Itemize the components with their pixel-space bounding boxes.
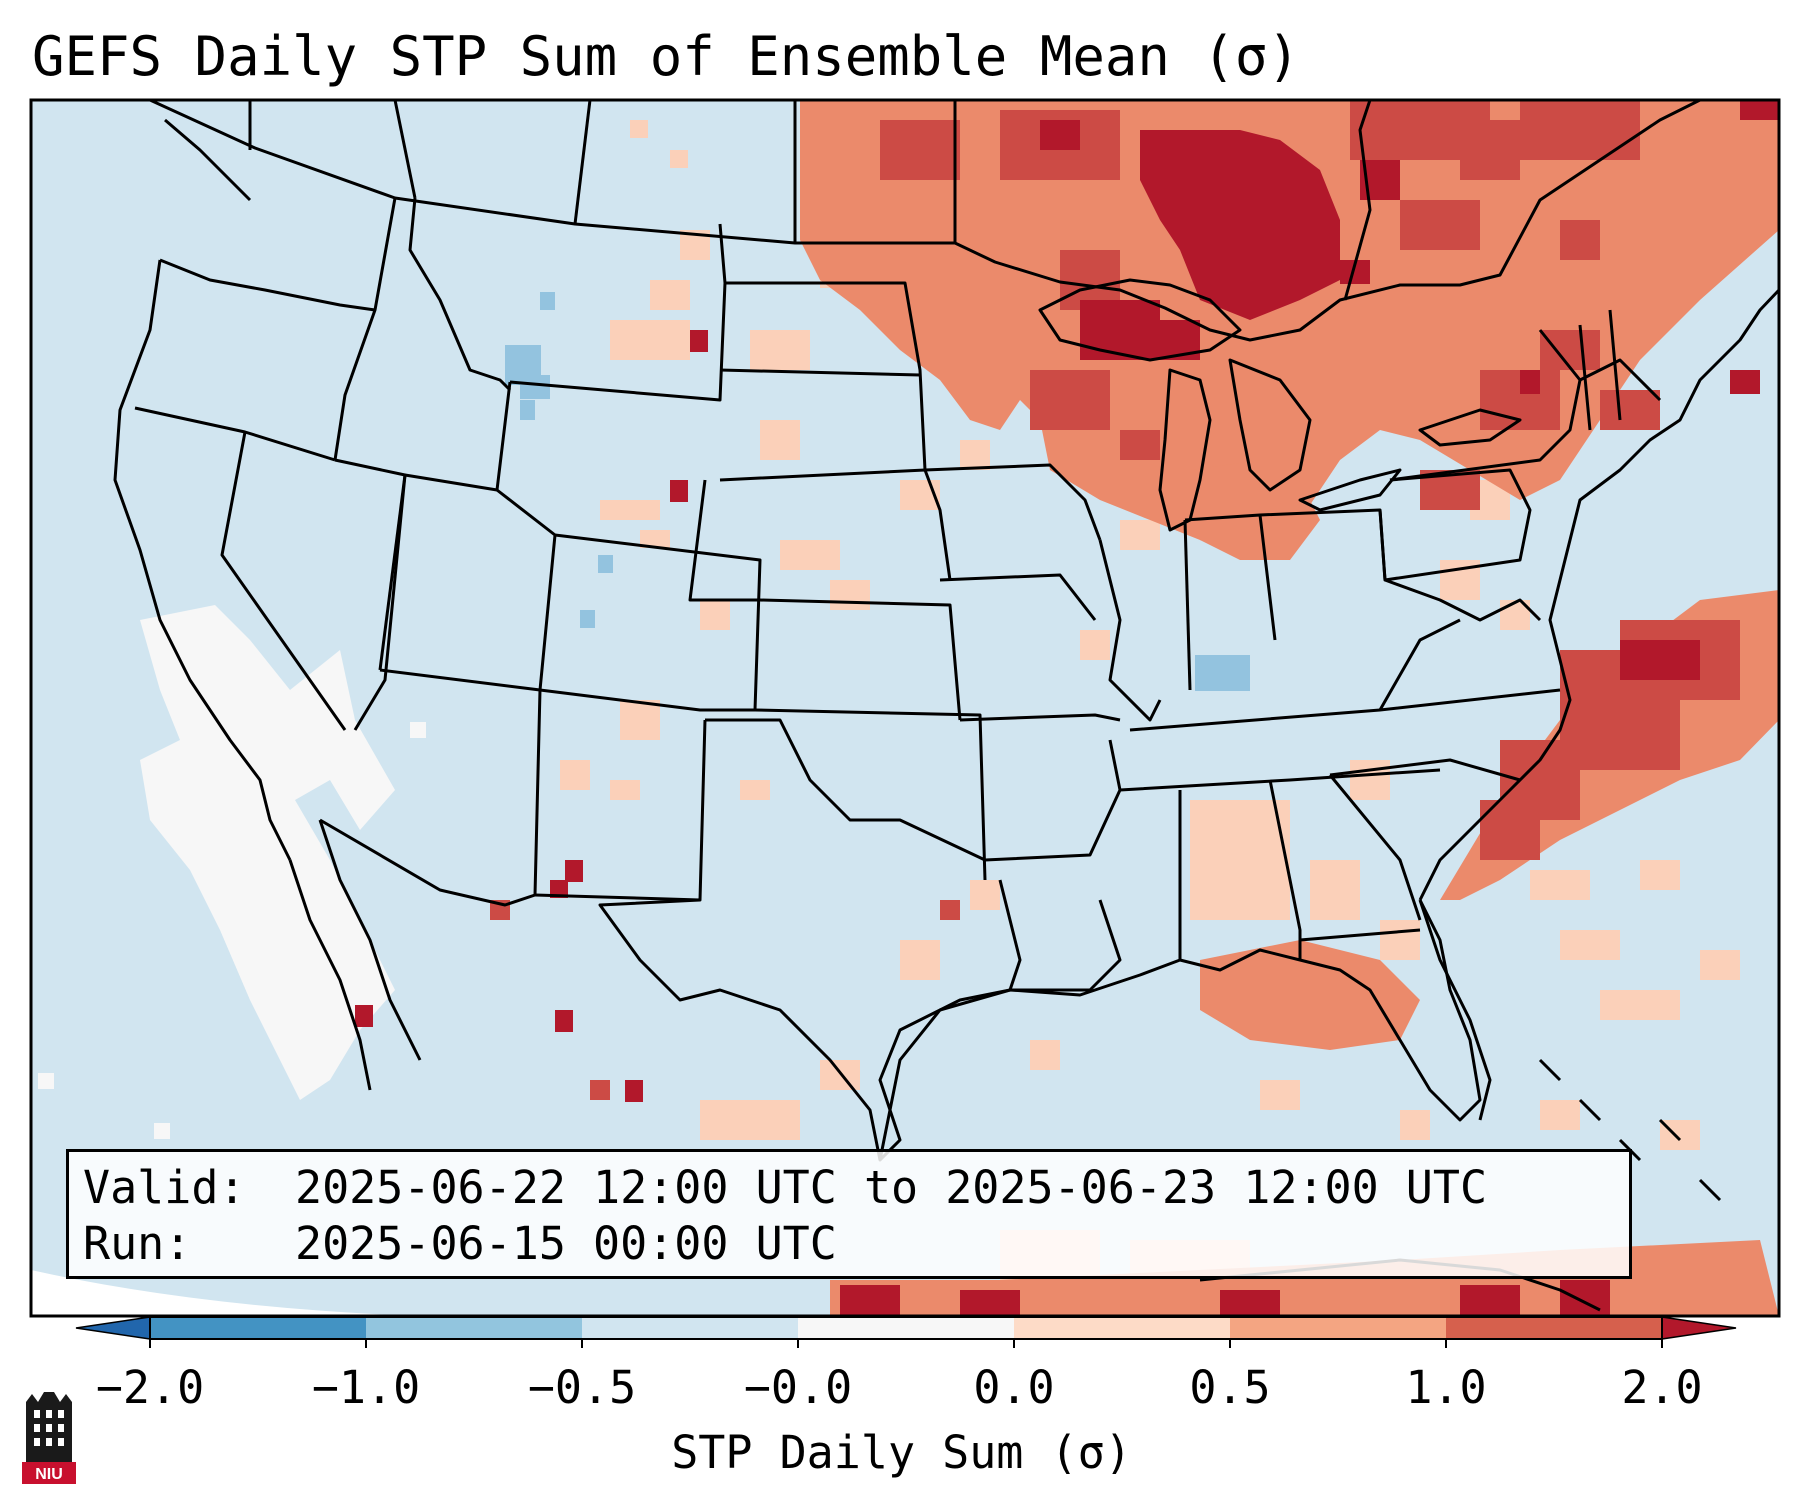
outside-domain [31, 1270, 700, 1316]
colorbar-tick-label: −0.5 [527, 1361, 637, 1414]
colorbar-bin-4 [798, 1317, 1014, 1339]
colorbar-outline [149, 1316, 1663, 1340]
colorbar-bin-5 [1014, 1317, 1230, 1339]
colorbar-tick-label: 0.5 [1189, 1361, 1271, 1414]
colorbar [75, 1316, 1737, 1348]
colorbar-extend-high [1661, 1316, 1737, 1340]
valid-run-info-box: Valid: 2025-06-22 12:00 UTC to 2025-06-23… [66, 1149, 1632, 1279]
colorbar-tick-label: −1.0 [311, 1361, 421, 1414]
colorbar-bin-6 [1230, 1317, 1446, 1339]
colorbar-tick-label: 0.0 [973, 1361, 1055, 1414]
coastlines [164, 118, 1779, 1312]
colorbar-bin-2 [366, 1317, 582, 1339]
colorbar-tick-label: 2.0 [1621, 1361, 1703, 1414]
logo-text: NIU [35, 1466, 63, 1483]
colorbar-tick-label: −2.0 [95, 1361, 205, 1414]
colorbar-label: STP Daily Sum (σ) [671, 1426, 1132, 1479]
state-borders [113, 100, 1701, 1162]
colorbar-bin-3 [582, 1317, 798, 1339]
colorbar-ticks [149, 1339, 1663, 1348]
valid-value: 2025-06-22 12:00 UTC to 2025-06-23 12:00… [295, 1161, 1488, 1214]
stp-field [31, 100, 1779, 1316]
colorbar-bin-7 [1446, 1317, 1662, 1339]
colorbar-tick-label: 1.0 [1405, 1361, 1487, 1414]
run-value: 2025-06-15 00:00 UTC [295, 1217, 837, 1270]
run-label: Run: [83, 1217, 192, 1270]
negative-cells [505, 292, 1250, 691]
valid-label: Valid: [83, 1161, 246, 1214]
near-zero-area [38, 605, 426, 1139]
niu-logo-icon: NIU [22, 1392, 76, 1484]
colorbar-bin-1 [150, 1317, 366, 1339]
colorbar-extend-low [75, 1316, 151, 1340]
map-title: GEFS Daily STP Sum of Ensemble Mean (σ) [32, 25, 1300, 88]
colorbar-tick-label: −0.0 [743, 1361, 853, 1414]
